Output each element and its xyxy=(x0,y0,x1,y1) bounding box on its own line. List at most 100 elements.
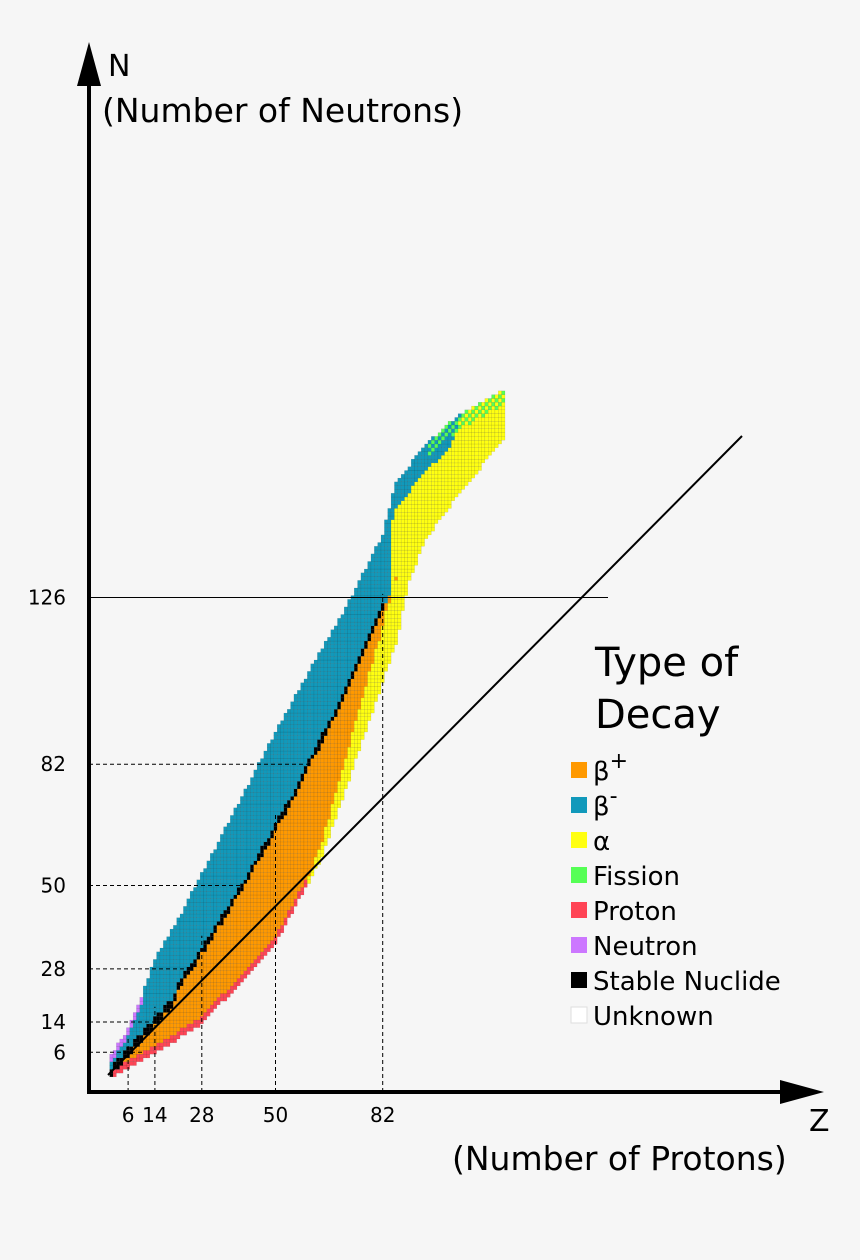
nuclide-cell xyxy=(303,796,308,801)
nuclide-cell xyxy=(400,493,405,498)
nuclide-cell xyxy=(364,640,368,645)
nuclide-cell xyxy=(400,481,405,486)
nuclide-cell xyxy=(243,875,248,880)
nuclide-cell xyxy=(424,466,429,471)
nuclide-cell xyxy=(481,428,486,433)
nuclide-cell xyxy=(317,853,321,858)
nuclide-cell xyxy=(266,883,271,888)
nuclide-cell xyxy=(360,690,365,695)
nuclide-cell xyxy=(330,731,335,736)
nuclide-cell xyxy=(277,887,281,892)
nuclide-cell xyxy=(327,784,331,790)
nuclide-cell xyxy=(313,682,318,687)
nuclide-cell xyxy=(330,648,335,653)
nuclide-cell xyxy=(236,845,241,850)
nuclide-cell xyxy=(186,898,191,903)
nuclide-cell xyxy=(451,477,455,483)
nuclide-cell xyxy=(394,508,398,513)
nuclide-cell xyxy=(176,925,181,930)
nuclide-cell xyxy=(327,731,331,736)
nuclide-cell xyxy=(240,921,244,926)
nuclide-cell xyxy=(354,697,358,702)
nuclide-cell xyxy=(447,504,452,509)
nuclide-cell xyxy=(394,493,398,498)
nuclide-cell xyxy=(199,887,204,892)
nuclide-cell xyxy=(223,989,228,994)
nuclide-cell xyxy=(478,424,482,429)
nuclide-cell xyxy=(246,845,251,850)
nuclide-cell xyxy=(488,424,492,429)
nuclide-cell xyxy=(310,830,315,835)
nuclide-cell xyxy=(417,523,422,528)
nuclide-cell xyxy=(132,1057,137,1062)
nuclide-cell xyxy=(340,633,345,638)
nuclide-cell xyxy=(424,493,429,498)
nuclide-cell xyxy=(283,815,288,820)
nuclide-cell xyxy=(484,405,489,411)
nuclide-cell xyxy=(337,754,341,759)
nuclide-cell xyxy=(337,648,341,653)
nuclide-cell xyxy=(313,675,318,680)
nuclide-cell xyxy=(303,777,308,782)
nuclide-cell xyxy=(253,936,258,941)
nuclide-cell xyxy=(323,747,328,752)
nuclide-cell xyxy=(193,944,197,949)
nuclide-cell xyxy=(377,671,382,676)
nuclide-cell xyxy=(327,822,331,827)
nuclide-cell xyxy=(340,659,345,664)
nuclide-cell xyxy=(136,1012,140,1017)
nuclide-cell xyxy=(253,955,258,960)
nuclide-cell xyxy=(327,811,331,816)
nuclide-cell xyxy=(179,1008,184,1013)
nuclide-cell xyxy=(411,546,415,551)
nuclide-cell xyxy=(313,826,318,831)
nuclide-cell xyxy=(404,519,408,524)
nuclide-cell xyxy=(297,743,301,748)
nuclide-cell xyxy=(404,584,408,589)
nuclide-cell xyxy=(370,561,375,566)
nuclide-cell xyxy=(357,591,362,596)
nuclide-cell xyxy=(317,750,321,755)
nuclide-cell xyxy=(323,716,328,721)
nuclide-cell xyxy=(250,909,254,915)
nuclide-cell xyxy=(159,1046,164,1051)
nuclide-cell xyxy=(297,811,301,816)
nuclide-cell xyxy=(344,735,348,740)
nuclide-cell xyxy=(307,822,311,827)
nuclide-cell xyxy=(206,928,211,934)
nuclide-cell xyxy=(427,512,432,517)
nuclide-cell xyxy=(169,936,174,941)
nuclide-cell xyxy=(233,845,238,850)
nuclide-cell xyxy=(196,997,201,1002)
nuclide-cell xyxy=(317,822,321,827)
nuclide-cell xyxy=(431,493,435,498)
nuclide-cell xyxy=(283,834,288,839)
nuclide-cell xyxy=(280,837,285,843)
nuclide-cell xyxy=(488,440,492,445)
nuclide-cell xyxy=(431,527,435,532)
nuclide-cell xyxy=(266,902,271,907)
nuclide-cell xyxy=(206,997,211,1002)
nuclide-cell xyxy=(417,455,422,460)
nuclide-cell xyxy=(417,519,422,524)
nuclide-cell xyxy=(347,625,352,630)
nuclide-cell xyxy=(256,864,261,869)
nuclide-cell xyxy=(484,455,489,460)
nuclide-cell xyxy=(297,728,301,733)
nuclide-cell xyxy=(250,955,254,960)
nuclide-cell xyxy=(283,819,288,824)
nuclide-cell xyxy=(387,625,392,630)
nuclide-cell xyxy=(297,701,301,706)
nuclide-cell xyxy=(263,781,268,786)
nuclide-cell xyxy=(384,640,388,645)
nuclide-cell xyxy=(330,777,335,782)
nuclide-cell xyxy=(310,826,315,831)
nuclide-cell xyxy=(313,743,318,748)
nuclide-cell xyxy=(226,981,231,987)
nuclide-cell xyxy=(337,750,341,755)
nuclide-cell xyxy=(186,981,191,987)
nuclide-cell xyxy=(457,481,462,486)
nuclide-cell xyxy=(246,868,251,873)
nuclide-cell xyxy=(327,659,331,664)
nuclide-cell xyxy=(216,879,221,884)
